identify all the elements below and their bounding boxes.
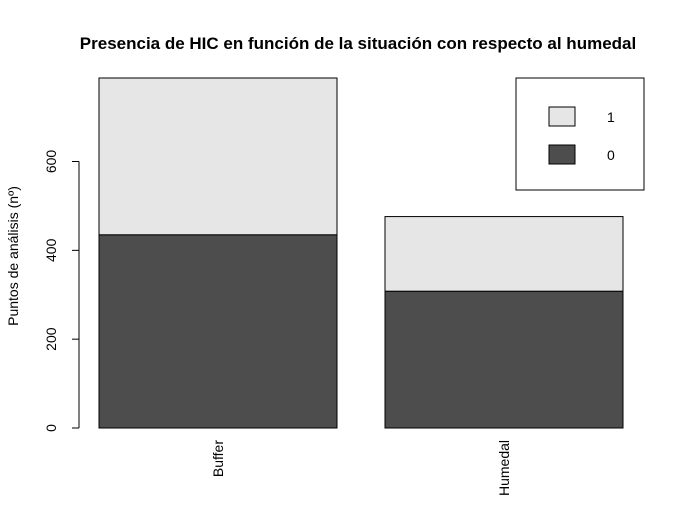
bars-group <box>98 77 624 429</box>
y-axis: 0 200 400 600 <box>43 150 80 432</box>
chart-title: Presencia de HIC en función de la situac… <box>80 34 636 53</box>
bar-buffer-series-0 <box>98 234 338 429</box>
legend-box <box>515 77 645 191</box>
x-axis-labels: Buffer Humedal <box>210 440 512 496</box>
bar-buffer-series-1 <box>98 77 338 236</box>
bar-humedal-series-1 <box>384 216 624 292</box>
legend-label-1: 1 <box>607 109 615 125</box>
legend-swatch-1 <box>548 106 576 127</box>
x-tick-label-humedal: Humedal <box>496 440 512 496</box>
y-tick-label: 600 <box>43 150 59 174</box>
legend: 10 <box>515 77 645 191</box>
bar-humedal-series-0 <box>384 290 624 429</box>
legend-label-0: 0 <box>607 147 615 163</box>
legend-swatch-0 <box>548 144 576 165</box>
y-tick-label: 200 <box>43 327 59 351</box>
y-axis-label: Puntos de análisis (nº) <box>5 186 21 326</box>
y-tick-label: 400 <box>43 238 59 262</box>
y-tick-label: 0 <box>43 424 59 432</box>
x-tick-label-buffer: Buffer <box>210 440 226 477</box>
